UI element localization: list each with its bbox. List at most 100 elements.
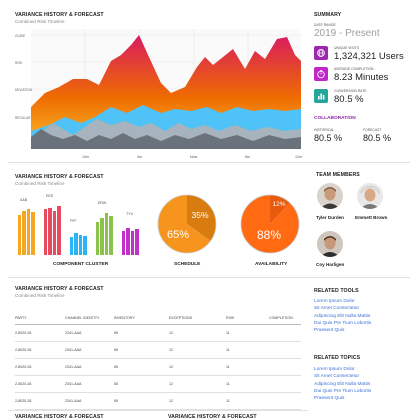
person-photo-icon	[317, 183, 343, 209]
cell-channel: 2341-AAA	[65, 324, 114, 342]
related-tools-title: RELATED TOOLS	[314, 288, 359, 294]
cell-channel: 2341-AAA	[65, 375, 114, 393]
bar-fff-0	[70, 237, 74, 255]
divider	[8, 410, 308, 411]
cell-channel: 2341-AAA	[65, 341, 114, 359]
related-tool-link[interactable]: Sit Amet Consectetur	[314, 306, 360, 312]
stat-conversion-tile	[314, 89, 328, 103]
col-header-channel-identity[interactable]: CHANNEL IDENTITY	[65, 300, 114, 325]
cell-party: 2-8020-28	[15, 324, 65, 342]
cell-risk: 11	[226, 324, 269, 342]
table-row[interactable]: 2-8020-28 2341-AAA 65 12 11	[15, 341, 301, 359]
summary-title: SUMMARY	[314, 12, 342, 18]
col-header-exceptions[interactable]: EXCEPTIONS	[169, 300, 226, 325]
table-header-row: PARTY CHANNEL IDENTITY INVENTORY EXCEPTI…	[15, 300, 301, 325]
avatar[interactable]	[317, 231, 343, 257]
table-row[interactable]: 2-8020-28 2341-AAA 65 12 11	[15, 358, 301, 376]
chart-icon	[318, 93, 325, 100]
x-label-10m: 10m	[82, 155, 89, 159]
bar-eee-2	[52, 211, 57, 255]
group-label-erw: ERW	[98, 201, 107, 205]
team-title: TEAM MEMBERS	[316, 172, 360, 178]
group-label-eee: EEE	[46, 194, 54, 198]
cell-exceptions: 12	[169, 358, 226, 376]
table-row[interactable]: 2-8020-28 2341-AAA 65 12 11	[15, 324, 301, 342]
cell-exceptions: 12	[169, 375, 226, 393]
stat-completion-label: AVERAGE COMPLETION	[334, 67, 374, 71]
bar-erw-2	[104, 213, 109, 255]
pie-label-12pct: 12%	[272, 201, 285, 208]
bar-erw-1	[100, 218, 104, 255]
team-member-name[interactable]: Emmett Brown	[355, 215, 388, 220]
pie-label-88pct: 88%	[257, 228, 281, 242]
col-header-completion[interactable]: COMPLETION	[269, 300, 301, 325]
y-label-guide: GUIDE	[15, 34, 25, 38]
related-topic-link[interactable]: Lorem Ipsum Dolor	[314, 367, 355, 372]
table-row[interactable]: 2-8020-28 2341-AAA 65 12 11	[15, 392, 301, 410]
related-tool-link[interactable]: Adipiscing Elit Nulla Mattis	[314, 313, 371, 319]
avatar[interactable]	[317, 183, 343, 209]
pie-slice-65pct	[158, 195, 211, 253]
pie-slice-35pct	[187, 195, 216, 242]
person-photo-icon	[357, 183, 383, 209]
x-label-4m: 4m	[137, 155, 142, 159]
stat-visits-value: 1,324,321 Users	[334, 51, 404, 62]
cell-risk: 11	[226, 341, 269, 359]
related-tools-list: Lorem Ipsum Dolor Sit Amet Consectetur A…	[314, 298, 371, 334]
date-range-label: DATE RANGE	[314, 23, 336, 27]
group-label-fff: FFF	[70, 219, 77, 223]
cell-completion	[269, 358, 301, 376]
related-topic-link[interactable]: Praesent Quis	[314, 396, 345, 402]
bar-tyx-0	[122, 231, 126, 255]
related-topics-title: RELATED TOPICS	[314, 355, 361, 361]
related-tool-link[interactable]: Praesent Quis	[314, 328, 345, 334]
cell-risk: 11	[226, 392, 269, 410]
avatar[interactable]	[357, 183, 383, 209]
cell-completion	[269, 324, 301, 342]
bar-tyx-1	[126, 227, 130, 255]
pie-slice-88pct	[241, 195, 299, 253]
bar-eee-1	[48, 207, 52, 255]
cell-completion	[269, 392, 301, 410]
main-area-chart: GUIDE RISK DEVIATION REGULAR 10m 4m Now …	[15, 27, 303, 163]
col-header-risk[interactable]: RISK	[226, 300, 269, 325]
data-table: PARTY CHANNEL IDENTITY INVENTORY EXCEPTI…	[15, 300, 301, 410]
related-tool-link[interactable]: Dui Quis Pre Tium Lobortis	[314, 320, 372, 326]
divider	[8, 162, 410, 163]
cell-party: 2-8020-28	[15, 392, 65, 410]
cell-completion	[269, 341, 301, 359]
bar-tyx-2	[130, 231, 135, 255]
pie-label-65pct: 65%	[167, 229, 189, 241]
bar-aab-0	[18, 215, 22, 255]
timer-icon	[317, 70, 325, 79]
related-topic-link[interactable]: Dui Quis Pre Tium Lobortis	[314, 388, 372, 394]
cell-channel: 2341-AAA	[65, 392, 114, 410]
related-tool-link[interactable]: Lorem Ipsum Dolor	[314, 299, 355, 304]
bar-eee-0	[44, 209, 48, 255]
stat-conversion-label: CONVERSION RATE	[334, 89, 367, 93]
date-range-value[interactable]: 2019 - Present	[314, 28, 380, 39]
availability-label: AVAILABILITY	[255, 262, 288, 267]
cluster-section-title: VARIANCE HISTORY & FORECAST	[15, 174, 104, 180]
team-member-name[interactable]: Tyler Durden	[316, 215, 344, 220]
table-row[interactable]: 2-8020-28 2341-AAA 65 12 11	[15, 375, 301, 393]
cell-risk: 11	[226, 358, 269, 376]
col-header-party[interactable]: PARTY	[15, 300, 65, 325]
stat-visits-label: UNIQUE VISITS	[334, 46, 359, 50]
bar-tyx-3	[135, 229, 139, 255]
bar-fff-3	[83, 236, 87, 255]
schedule-label: SCHEDULE	[174, 262, 201, 267]
cell-exceptions: 12	[169, 324, 226, 342]
historical-value: 80.5 %	[314, 133, 343, 143]
team-member-name[interactable]: Coy Harligen	[316, 262, 345, 267]
table-section-subtitle: Combined Risk Timeline	[15, 293, 65, 298]
cluster-section-subtitle: Combined Risk Timeline	[15, 181, 65, 186]
related-topic-link[interactable]: Adipiscing Elit Nulla Mattis	[314, 381, 371, 387]
col-header-inventory[interactable]: INVENTORY	[114, 300, 169, 325]
y-label-deviation: DEVIATION	[15, 88, 33, 92]
cell-exceptions: 12	[169, 392, 226, 410]
bar-aab-3	[31, 212, 35, 255]
group-label-tyx: TYX	[126, 212, 133, 216]
historical-label: HISTORICAL	[314, 128, 335, 132]
related-topic-link[interactable]: Sit Amet Consectetur	[314, 374, 360, 380]
